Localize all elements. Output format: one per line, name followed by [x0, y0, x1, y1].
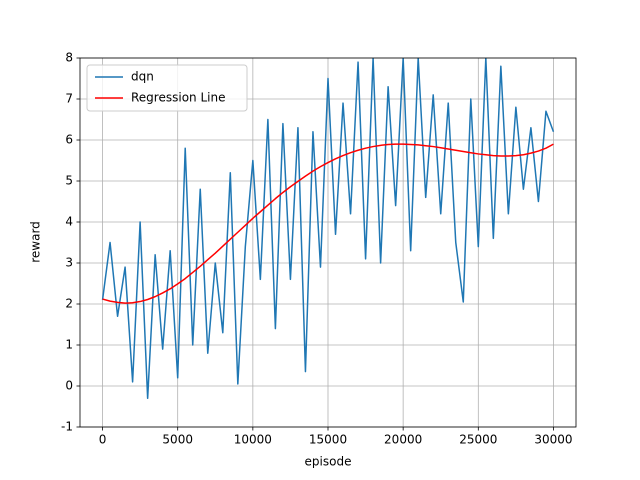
y-axis-label: reward [29, 221, 43, 263]
x-axis-label: episode [305, 455, 352, 469]
x-tick-label: 20000 [384, 433, 422, 447]
series-line [102, 143, 554, 304]
y-tick-label: 4 [65, 215, 73, 229]
x-tick-label: 30000 [534, 433, 572, 447]
x-tick-label: 15000 [309, 433, 347, 447]
y-tick-label: 5 [65, 174, 73, 188]
legend-box [86, 64, 248, 112]
y-tick-label: 1 [65, 338, 73, 352]
x-tick-label: 10000 [234, 433, 272, 447]
y-tick-label: 7 [65, 92, 73, 106]
x-tick-label: 25000 [459, 433, 497, 447]
y-tick-label: 2 [65, 297, 73, 311]
y-tick-label: 8 [65, 51, 73, 65]
legend-label: Regression Line [131, 91, 225, 105]
y-tick-label: 3 [65, 256, 73, 270]
series-line [101, 58, 555, 400]
y-tick-label: -1 [61, 420, 73, 434]
x-tick-label: 0 [99, 433, 107, 447]
y-tick-label: 6 [65, 133, 73, 147]
legend-label: dqn [131, 70, 154, 84]
y-tick-label: 0 [65, 379, 73, 393]
x-tick-label: 5000 [162, 433, 193, 447]
